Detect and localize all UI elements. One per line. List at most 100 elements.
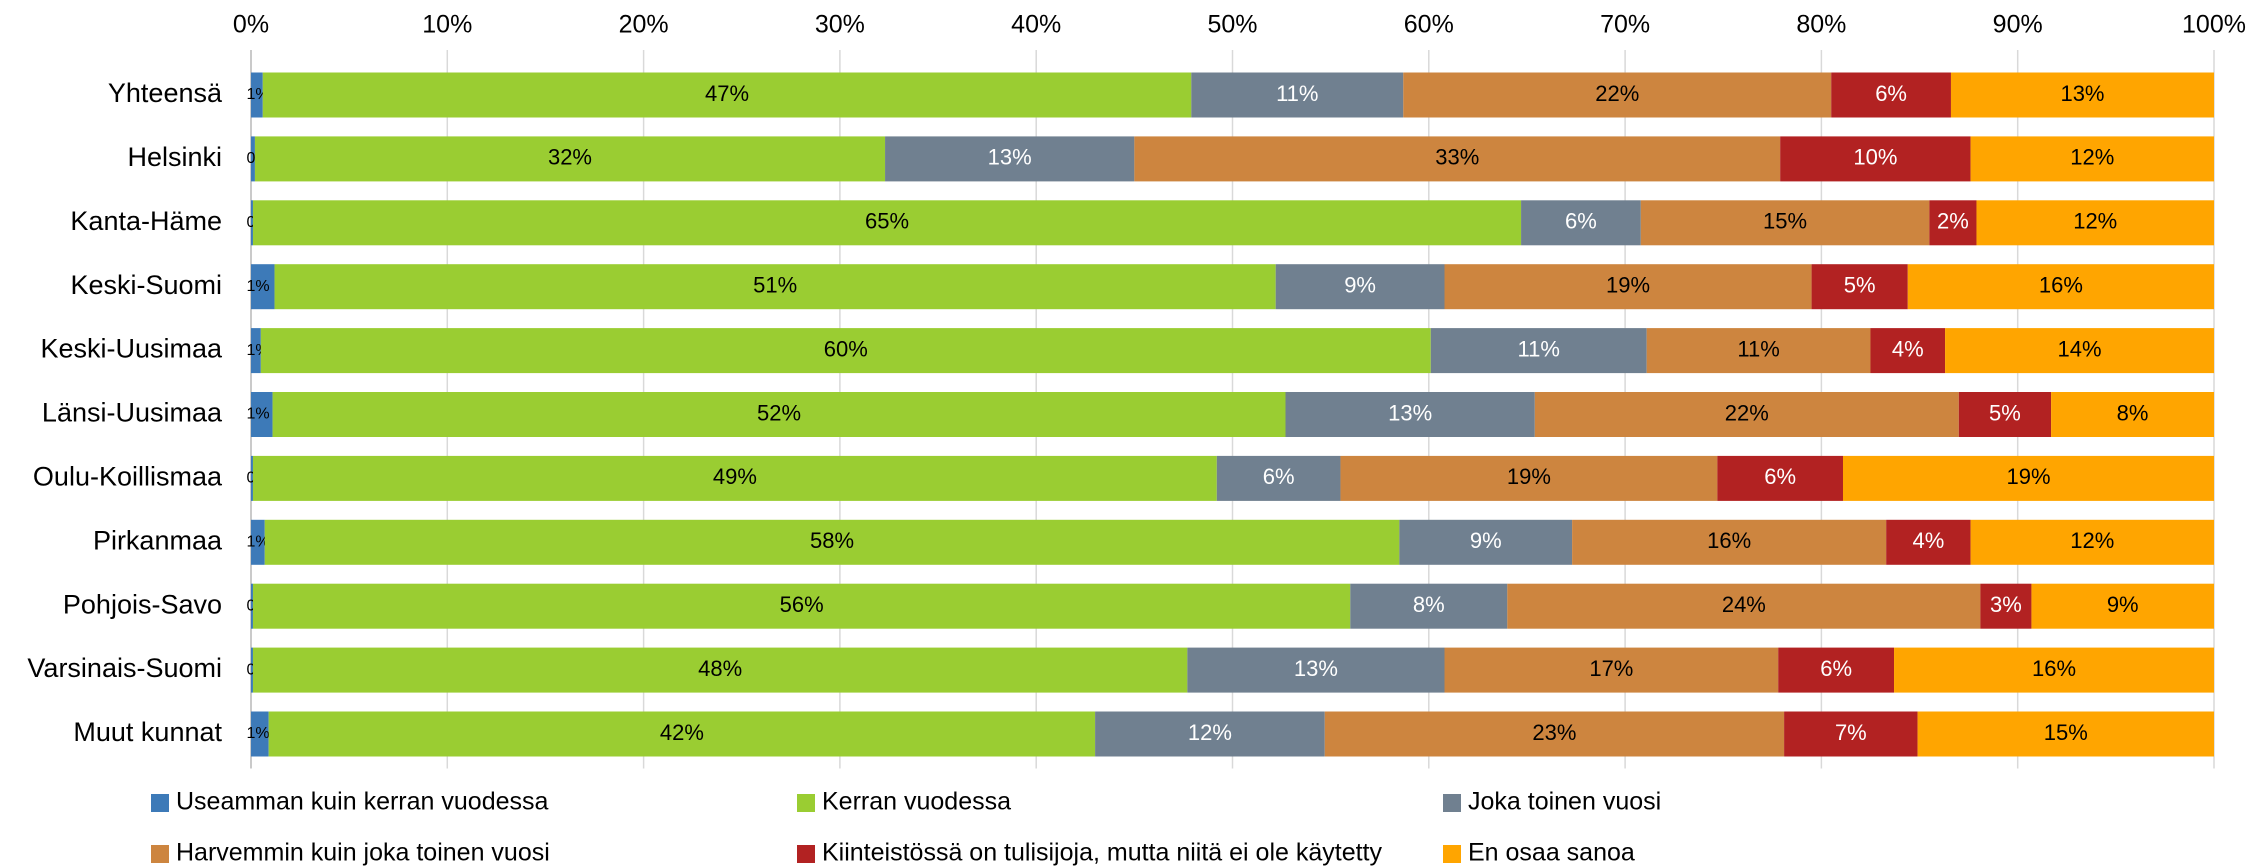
bar-segment [251,392,273,437]
data-label: 32% [548,145,592,170]
bar-segment [1950,72,2214,118]
legend-swatch [797,794,815,812]
bar-segment [885,136,1135,182]
data-label: 11% [1518,336,1560,361]
y-tick-label: Muut kunnat [73,717,222,747]
x-tick-label: 70% [1600,11,1650,39]
data-label: 8% [1413,592,1445,617]
bar-segment [2031,583,2214,629]
x-tick-label: 0% [233,11,269,39]
bar-segment [251,647,253,693]
bar-segment [251,264,275,310]
bar-segment [264,519,1400,565]
bar-segment [1534,392,1959,437]
y-tick-label: Oulu-Koillismaa [33,462,223,492]
bar-segment [1216,455,1341,501]
bar-segment [251,583,253,629]
bar-segment [1640,200,1930,246]
x-tick-label: 90% [1993,11,2043,39]
data-label: 15% [2044,720,2088,745]
x-tick-label: 50% [1207,11,1257,39]
bar-segment [1929,200,1977,246]
data-label: 33% [1435,145,1479,170]
data-label: 6% [1764,464,1796,489]
data-label: 11% [1276,81,1318,106]
bar-segment [1275,264,1445,310]
data-label: 1% [246,278,269,295]
data-label: 3% [1990,592,2022,617]
data-label: 6% [1820,656,1852,681]
bar-segment [1907,264,2214,310]
legend-swatch [797,845,815,863]
data-label: 6% [1875,81,1907,106]
bar-segment [1917,711,2214,757]
bar-segment [1811,264,1908,310]
bar-segment [1894,647,2214,693]
bar-segment [260,328,1431,374]
data-label: 12% [2070,145,2114,170]
bar-segment [1340,455,1718,501]
bar-segment [254,136,886,182]
bar-segment [251,200,253,246]
bar-segment [251,455,253,501]
bar-segment [1970,519,2214,565]
bar-segment [1521,200,1641,246]
x-tick-label: 60% [1404,11,1454,39]
data-label: 12% [2070,528,2114,553]
bar-segment [1717,455,1843,501]
data-label: 47% [705,81,749,106]
bar-segment [252,200,1522,246]
bar-segment [1430,328,1647,374]
data-label: 23% [1532,720,1576,745]
data-label: 48% [698,656,742,681]
y-tick-label: Länsi-Uusimaa [42,398,223,428]
legend-swatch [1443,845,1461,863]
legend-swatch [1443,794,1461,812]
bar-segment [1831,72,1951,118]
data-label: 9% [1470,528,1502,553]
bar-segment [262,72,1192,118]
data-label: 58% [810,528,854,553]
bar-segment [252,455,1217,501]
bar-segment [1399,519,1573,565]
bar-segment [1095,711,1325,757]
data-label: 7% [1835,720,1867,745]
bar-segment [1572,519,1887,565]
legend-label: Kerran vuodessa [822,788,1011,816]
y-tick-label: Yhteensä [108,78,223,108]
bar-segment [251,711,269,757]
data-label: 42% [660,720,704,745]
bar-segment [251,328,261,374]
bar-segment [251,136,255,182]
data-label: 17% [1589,656,1633,681]
bar-segment [268,711,1096,757]
bar-segment [1886,519,1971,565]
y-tick-label: Varsinais-Suomi [27,653,222,683]
y-tick-label: Keski-Uusimaa [40,334,223,364]
legend-label: Harvemmin kuin joka toinen vuosi [176,839,550,867]
bar-segment [2051,392,2214,437]
x-tick-label: 30% [815,11,865,39]
bar-segment [1780,136,1971,182]
y-tick-label: Helsinki [127,142,222,172]
bar-segment [1403,72,1832,118]
data-label: 56% [780,592,824,617]
bar-segment [1187,647,1445,693]
bar-segment [1945,328,2214,374]
legend-swatch [151,794,169,812]
legend-label: Kiinteistössä on tulisijoja, mutta niitä… [822,839,1382,867]
x-tick-label: 20% [619,11,669,39]
legend-label: Useamman kuin kerran vuodessa [176,788,548,816]
data-label: 15% [1763,209,1807,234]
data-label: 19% [1606,273,1650,298]
bar-segment [1958,392,2052,437]
bar-segment [1134,136,1781,182]
bar-segment [1444,264,1812,310]
bar-segment [1778,647,1895,693]
legend-swatch [151,845,169,863]
data-label: 16% [1707,528,1751,553]
data-label: 5% [1844,273,1876,298]
y-tick-label: Pohjois-Savo [63,589,222,619]
legend-label: Joka toinen vuosi [1468,788,1661,816]
